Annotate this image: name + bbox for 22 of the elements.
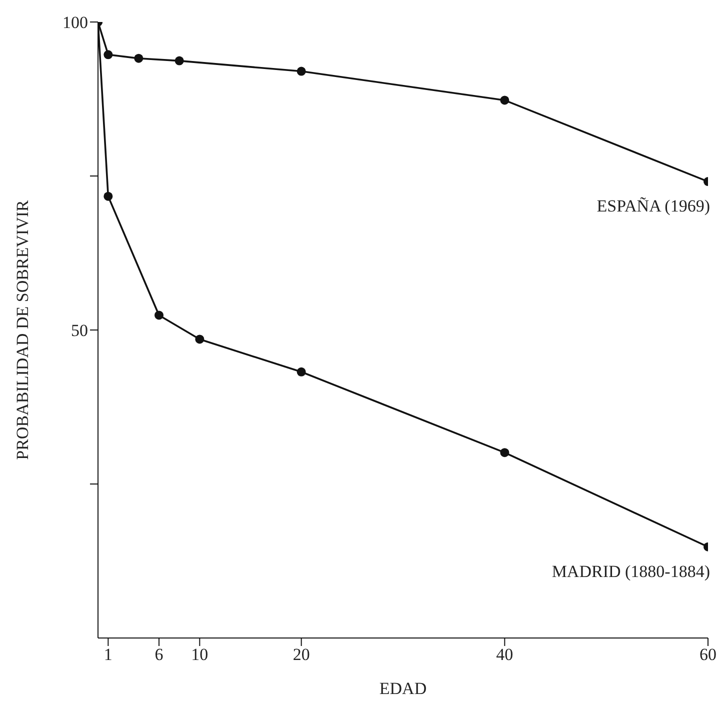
point	[296, 66, 306, 76]
point	[195, 334, 204, 344]
x-tick-label: 10	[191, 645, 208, 664]
y-tick-label: 100	[62, 13, 88, 32]
y-axis-title: PROBABILIDAD DE SOBREVIVIR	[13, 199, 32, 460]
point	[154, 310, 164, 320]
x-tick-label: 6	[154, 645, 164, 664]
x-tick-label: 40	[496, 645, 514, 664]
x-tick-label: 60	[700, 645, 716, 664]
point	[174, 56, 184, 66]
point	[134, 54, 144, 63]
x-tick-label: 20	[292, 645, 310, 664]
x-axis-title: EDAD	[379, 679, 427, 698]
point	[104, 192, 113, 201]
point	[296, 367, 306, 376]
point	[500, 448, 510, 458]
x-tick-label: 1	[104, 645, 112, 664]
series-label: MADRID (1880-1884)	[552, 562, 710, 581]
y-tick-label: 50	[71, 321, 88, 340]
series-label: ESPAÑA (1969)	[596, 196, 710, 216]
point	[104, 50, 113, 60]
point	[500, 96, 510, 105]
